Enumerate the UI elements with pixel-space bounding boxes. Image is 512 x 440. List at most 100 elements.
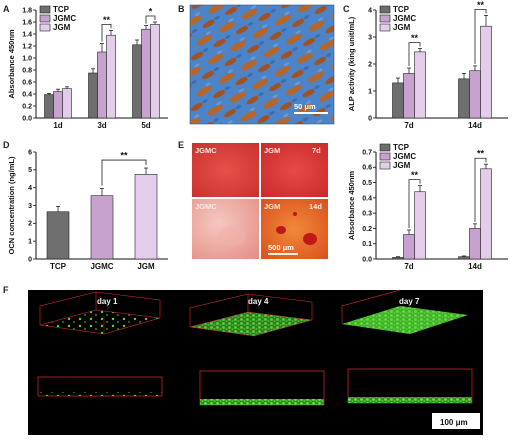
y-tick-label: 0.2 [362, 226, 372, 233]
bar [469, 228, 481, 260]
panel-f-confocal: F day 1 day 4 day 7 100 μm [3, 285, 483, 435]
legend-label: JGMC [393, 152, 416, 161]
y-tick-label: 0 [28, 256, 32, 263]
bar [480, 168, 492, 260]
bar [458, 256, 470, 260]
confocal-side-day4 [199, 370, 325, 406]
significance-bracket [474, 9, 487, 64]
y-axis-label: OCN concentration (ng/mL) [7, 156, 16, 254]
y-tick-label: 0.8 [22, 67, 32, 74]
significance-label: ** [120, 151, 128, 161]
x-tick-label: TCP [50, 262, 67, 271]
y-tick-label: 6 [28, 149, 32, 156]
y-tick-label: 2 [28, 221, 32, 228]
significance-label: ** [477, 0, 485, 10]
y-tick-label: 2 [368, 61, 372, 68]
confocal-3d-day1 [39, 291, 161, 335]
legend-swatch [379, 161, 391, 170]
x-tick-label: 7d [404, 262, 413, 271]
y-tick-label: 0.4 [362, 195, 372, 202]
confocal-3d-day7 [341, 289, 468, 334]
legend-label: JGM [393, 161, 411, 170]
image-label: JGMC [195, 202, 217, 211]
image-label: JGMC [195, 146, 217, 155]
y-tick-label: 3 [368, 34, 372, 41]
significance-label: ** [411, 33, 419, 43]
significance-bracket [408, 42, 421, 67]
y-axis-label: ALP activity (king unit/mL) [347, 16, 356, 111]
bar [44, 94, 54, 119]
y-tick-label: 1.0 [22, 55, 32, 62]
day-label: day 4 [248, 297, 269, 306]
y-tick-label: 0.7 [362, 149, 372, 156]
significance-bracket [474, 157, 487, 222]
y-tick-label: 1.8 [22, 7, 32, 14]
scale-box [432, 413, 480, 429]
confocal-side-day1 [37, 376, 163, 397]
stain-image-jgmc-7d [192, 143, 259, 197]
stain-image-jgm-7d [261, 143, 328, 197]
bar [46, 211, 70, 260]
bar [134, 173, 158, 260]
legend-swatch [379, 5, 391, 14]
significance-label: ** [477, 149, 485, 159]
panel-label: D [3, 140, 10, 150]
bar [53, 91, 63, 119]
scale-text: 50 μm [294, 102, 316, 111]
bar [403, 73, 415, 119]
y-tick-label: 0.4 [22, 91, 32, 98]
confocal-side-day7 [347, 368, 473, 404]
y-tick-label: 0 [368, 115, 372, 122]
x-tick-label: 1d [53, 121, 62, 130]
legend-swatch [379, 23, 391, 32]
significance-bracket [101, 24, 112, 42]
panel-label: F [3, 285, 9, 295]
legend-swatch [379, 143, 391, 152]
y-tick-label: 0.1 [362, 241, 372, 248]
bar [469, 70, 481, 119]
panel-a-chart: A 0.0 0.2 0.4 0.6 0.8 1.0 1.2 1.4 1.6 1.8 Absorban… [3, 4, 168, 130]
significance-label: * [149, 7, 153, 17]
significance-bracket [145, 15, 156, 24]
scale-text: 500 μm [268, 243, 294, 252]
legend-label: JGM [393, 23, 411, 32]
image-time-label: 14d [309, 202, 322, 211]
bar [88, 72, 98, 119]
x-tick-label: 5d [141, 121, 150, 130]
y-tick-label: 1 [368, 88, 372, 95]
y-tick-label: 3 [28, 203, 32, 210]
bar [132, 44, 142, 119]
legend-label: JGMC [53, 14, 76, 23]
significance-bracket [408, 179, 421, 228]
y-tick-label: 5 [28, 167, 32, 174]
image-time-label: 7d [312, 146, 321, 155]
bar [150, 24, 160, 119]
significance-bracket [101, 159, 147, 186]
legend-swatch [39, 5, 51, 14]
y-tick-label: 1 [28, 239, 32, 246]
x-tick-label: JGM [137, 262, 155, 271]
panel-label: E [178, 140, 184, 150]
panel-c-chart: C 0 1 2 3 4 ALP activity (king unit/mL) 7d ** 14… [343, 0, 508, 130]
y-axis-label: Absorbance 450nm [7, 29, 16, 99]
y-tick-label: 0.2 [22, 103, 32, 110]
legend-swatch [39, 23, 51, 32]
y-tick-label: 0.6 [362, 165, 372, 172]
panel-label: B [178, 4, 185, 14]
legend-label: JGM [53, 23, 71, 32]
legend-label: JGMC [393, 14, 416, 23]
x-tick-label: 7d [404, 121, 413, 130]
bar [97, 51, 107, 119]
y-tick-label: 0.0 [362, 256, 372, 263]
panel-label: C [343, 4, 350, 14]
significance-label: ** [103, 15, 111, 25]
legend-swatch [379, 152, 391, 161]
y-tick-label: 1.2 [22, 43, 32, 50]
y-tick-label: 1.6 [22, 19, 32, 26]
x-tick-label: 14d [468, 262, 482, 271]
legend-swatch [39, 14, 51, 23]
x-tick-label: 3d [97, 121, 106, 130]
y-tick-label: 4 [28, 185, 32, 192]
legend-label: TCP [393, 143, 410, 152]
bar [392, 257, 404, 260]
